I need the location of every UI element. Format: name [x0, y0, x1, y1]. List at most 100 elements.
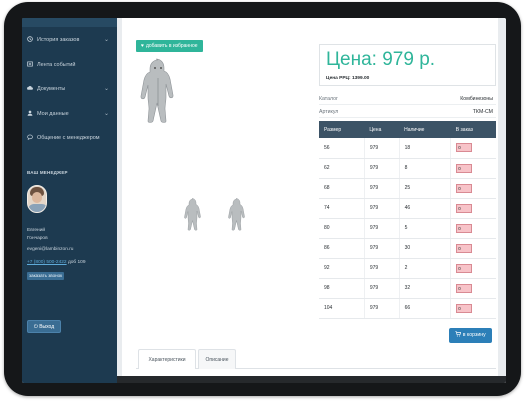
stock-cell: 25 — [398, 178, 451, 199]
add-to-favorites-button[interactable]: ♥ добавить в избранное — [136, 40, 203, 52]
order-cell: 0 — [450, 218, 496, 239]
sidebar-item-label: Мои данные — [37, 111, 69, 117]
quantity-input[interactable]: 0 — [456, 243, 473, 253]
catalog-label: Каталог — [319, 96, 338, 102]
table-row: 68 979 25 0 — [319, 178, 496, 199]
user-icon — [27, 106, 33, 116]
table-row: 86 979 30 0 — [319, 238, 496, 259]
manager-first-name: Евгений — [27, 228, 46, 233]
size-cell: 86 — [319, 238, 365, 259]
price-cell: 979 — [363, 198, 400, 219]
size-cell: 62 — [319, 158, 365, 179]
manager-avatar — [27, 185, 47, 213]
price-cell: 979 — [363, 138, 400, 159]
request-call-button[interactable]: заказать звонок — [27, 272, 65, 280]
order-cell: 0 — [450, 198, 496, 219]
price-cell: 979 — [363, 258, 400, 279]
order-cell: 0 — [450, 138, 496, 159]
table-header-row: Размер Цена Наличие В заказ — [319, 121, 496, 138]
order-cell: 0 — [450, 158, 496, 179]
stock-cell: 2 — [398, 258, 451, 279]
quantity-input[interactable]: 0 — [456, 223, 473, 233]
quantity-input[interactable]: 0 — [456, 203, 473, 213]
price-cell: 979 — [363, 278, 400, 299]
heart-icon: ♥ — [141, 43, 144, 49]
manager-extension: доб 109 — [67, 260, 86, 265]
manager-heading: ВАШ МЕНЕДЖЕР — [27, 170, 68, 175]
chevron-down-icon: ⌄ — [103, 86, 109, 92]
size-cell: 74 — [319, 198, 365, 219]
price-cell: 979 — [363, 178, 400, 199]
table-row: 98 979 32 0 — [319, 278, 496, 299]
order-cell: 0 — [450, 298, 496, 319]
table-row: 62 979 8 0 — [319, 158, 496, 179]
bottom-strip — [117, 376, 506, 383]
history-icon — [27, 32, 33, 42]
article-row: Артикул ТКМ-СМ — [319, 106, 496, 118]
sidebar-item-events-feed[interactable]: Лента событий — [22, 56, 117, 74]
catalog-row: Каталог Комбинезоны — [319, 93, 496, 105]
table-row: 104 979 66 0 — [319, 298, 496, 319]
column-header-stock: Наличие — [399, 121, 451, 138]
order-cell: 0 — [450, 278, 496, 299]
cart-icon — [455, 331, 462, 338]
quantity-input[interactable]: 0 — [456, 263, 473, 273]
size-cell: 98 — [319, 278, 365, 299]
table-row: 80 979 5 0 — [319, 218, 496, 239]
size-cell: 92 — [319, 258, 365, 279]
column-header-price: Цена — [364, 121, 400, 138]
stock-cell: 46 — [398, 198, 451, 219]
tablet-frame: История заказов ⌄ Лента событий Документ… — [4, 2, 521, 396]
quantity-input[interactable]: 0 — [456, 143, 473, 153]
power-icon: ⏻ — [33, 324, 38, 330]
tab-characteristics[interactable]: Характеристики — [138, 349, 196, 369]
recommended-price: Цена РРЦ: 1399.00 — [326, 76, 370, 81]
article-value: ТКМ-СМ — [472, 109, 493, 115]
sidebar-item-order-history[interactable]: История заказов ⌄ — [22, 31, 117, 49]
main-area: ♥ добавить в избранное Цена: 979 р. Цена … — [117, 18, 506, 383]
product-tabs: Характеристики Описание — [136, 349, 496, 369]
column-header-order: В заказ — [450, 121, 496, 138]
stock-cell: 5 — [398, 218, 451, 239]
quantity-input[interactable]: 0 — [456, 303, 473, 313]
sidebar-item-my-data[interactable]: Мои данные ⌄ — [22, 105, 117, 123]
product-thumbnail[interactable] — [228, 198, 246, 231]
price: Цена: 979 р. — [326, 49, 436, 70]
sidebar-item-manager-chat[interactable]: Общение с менеджером — [22, 129, 117, 147]
cloud-icon — [27, 81, 33, 90]
manager-last-name: Гончаров — [27, 236, 48, 241]
manager-phone-line: +7 (800) 500-2422 доб 109 — [27, 260, 86, 265]
quantity-input[interactable]: 0 — [456, 163, 473, 173]
sidebar: История заказов ⌄ Лента событий Документ… — [22, 18, 117, 383]
tab-description[interactable]: Описание — [198, 349, 236, 369]
manager-phone-link[interactable]: +7 (800) 500-2422 — [27, 260, 67, 265]
article-label: Артикул — [319, 109, 339, 115]
order-cell: 0 — [450, 258, 496, 279]
product-thumbnail[interactable] — [184, 198, 202, 231]
quantity-input[interactable]: 0 — [456, 283, 473, 293]
add-to-favorites-label: добавить в избранное — [145, 43, 198, 49]
stock-cell: 30 — [398, 238, 451, 259]
table-row: 56 979 18 0 — [319, 138, 496, 159]
add-to-cart-button[interactable]: в корзину — [449, 328, 492, 343]
product-main-image[interactable] — [140, 58, 176, 124]
stock-cell: 8 — [398, 158, 451, 179]
feed-icon — [27, 57, 33, 67]
size-cell: 104 — [319, 298, 365, 319]
chevron-down-icon: ⌄ — [103, 37, 109, 43]
order-cell: 0 — [450, 238, 496, 259]
chevron-down-icon: ⌄ — [103, 111, 109, 117]
product-panel: ♥ добавить в избранное Цена: 979 р. Цена … — [122, 18, 498, 383]
stock-cell: 66 — [398, 298, 451, 319]
size-cell: 68 — [319, 178, 365, 199]
sizes-table: Размер Цена Наличие В заказ 56 979 18 0 — [319, 121, 496, 319]
table-row: 92 979 2 0 — [319, 258, 496, 279]
exit-button[interactable]: ⏻ Выход — [27, 320, 61, 333]
price-cell: 979 — [363, 218, 400, 239]
chat-icon — [27, 130, 33, 141]
sidebar-item-documents[interactable]: Документы ⌄ — [22, 80, 117, 98]
quantity-input[interactable]: 0 — [456, 183, 473, 193]
manager-email[interactable]: evgeni@lambinzon.ru — [27, 247, 74, 252]
order-cell: 0 — [450, 178, 496, 199]
price-cell: 979 — [363, 158, 400, 179]
